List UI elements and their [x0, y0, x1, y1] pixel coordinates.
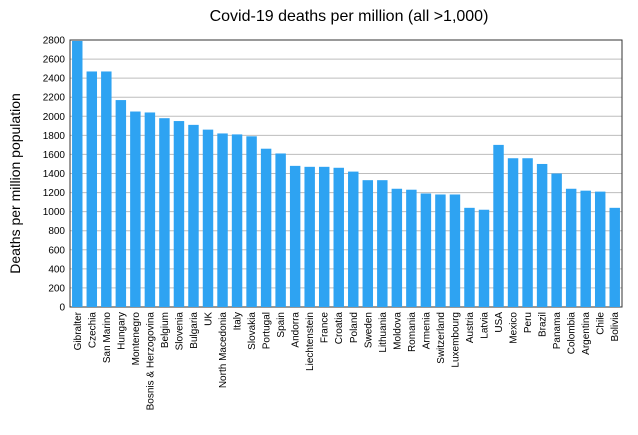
x-tick-label: Belgium: [160, 312, 171, 348]
bar: [304, 166, 315, 307]
y-tick-label: 800: [48, 226, 65, 237]
x-tick-label: Spain: [276, 312, 287, 338]
bar: [420, 193, 432, 307]
x-tick-label: Italy: [233, 312, 244, 330]
bar: [86, 71, 98, 307]
bar: [115, 100, 127, 307]
x-tick-label: Armenia: [421, 312, 432, 350]
x-tick-label: Luxembourg: [450, 312, 461, 368]
x-tick-label: Lithuania: [378, 312, 389, 353]
x-tick-label: UK: [204, 312, 215, 326]
bar: [565, 188, 577, 307]
bar: [464, 207, 475, 307]
y-tick-label: 2000: [43, 112, 66, 123]
x-tick-label: Chile: [596, 312, 607, 335]
y-tick-label: 1600: [43, 150, 66, 161]
bar: [609, 207, 620, 307]
x-tick-label: Croatia: [334, 312, 345, 345]
x-tick-label: Switzerland: [436, 312, 447, 364]
x-tick-label: Moldova: [392, 312, 403, 350]
x-tick-label: Bulgaria: [189, 312, 200, 349]
x-tick-label: Sweden: [363, 312, 374, 348]
y-tick-label: 1800: [43, 131, 66, 142]
y-tick-label: 1400: [43, 169, 66, 180]
x-tick-label: Hungary: [116, 312, 127, 350]
bar: [594, 191, 606, 307]
y-tick-label: 200: [48, 283, 65, 294]
bar: [406, 189, 417, 307]
x-tick-label: France: [320, 312, 331, 344]
bar: [580, 190, 591, 307]
x-tick-label: Romania: [407, 312, 418, 352]
x-tick-label: Slovakia: [247, 312, 258, 350]
bar: [449, 194, 461, 307]
x-tick-label: Mexico: [509, 312, 520, 344]
bar: [130, 111, 141, 308]
y-tick-label: 600: [48, 245, 65, 256]
y-tick-label: 400: [48, 264, 65, 275]
x-tick-label: Brazil: [538, 312, 549, 337]
bar: [478, 209, 490, 307]
bar: [377, 180, 388, 307]
bar: [144, 112, 156, 307]
bar: [72, 40, 83, 307]
bar: [536, 163, 548, 307]
y-tick-label: 2400: [43, 74, 66, 85]
y-tick-label: 0: [59, 303, 65, 314]
bar: [217, 133, 228, 307]
x-tick-label: Liechtenstein: [305, 312, 316, 371]
y-axis-title: Deaths per million population: [7, 93, 23, 274]
bar: [260, 148, 272, 307]
x-tick-label: Montenegro: [131, 312, 142, 366]
bar: [173, 121, 185, 307]
x-tick-label: Czechia: [87, 312, 98, 349]
x-tick-label: Panama: [552, 312, 563, 350]
bar: [522, 158, 533, 307]
bar: [289, 165, 301, 307]
y-tick-label: 2200: [43, 93, 66, 104]
bar: [101, 71, 112, 307]
x-tick-label: Argentina: [581, 312, 592, 355]
bar: [362, 180, 374, 307]
x-tick-label: Poland: [349, 312, 360, 343]
x-tick-label: Andorra: [291, 312, 302, 348]
bar: [231, 134, 243, 307]
x-tick-label: USA: [494, 312, 505, 333]
bar: [551, 173, 562, 307]
bar: [275, 153, 286, 307]
x-tick-label: Gibralter: [73, 311, 84, 350]
x-tick-label: Austria: [465, 312, 476, 344]
bar: [202, 129, 214, 307]
y-tick-label: 2800: [43, 36, 66, 47]
x-tick-label: Slovenia: [174, 312, 185, 351]
y-tick-label: 1000: [43, 207, 66, 218]
bar: [246, 136, 257, 307]
bar: [348, 171, 359, 307]
plot-frame: [69, 39, 623, 308]
x-tick-label: Bosnis & Herzogovina: [145, 312, 156, 411]
bar: [507, 158, 519, 307]
x-tick-label: Peru: [523, 312, 534, 333]
x-tick-label: Colombia: [567, 312, 578, 355]
bar: [159, 118, 170, 307]
x-tick-label: Latvia: [480, 312, 491, 339]
bar: [435, 194, 446, 307]
bar: [318, 166, 330, 307]
bar: [333, 167, 344, 307]
bar: [493, 144, 504, 307]
bar: [188, 124, 199, 307]
bar: [391, 188, 403, 307]
chart-title: Covid-19 deaths per million (all >1,000): [209, 8, 489, 25]
x-tick-label: North Macedonia: [218, 312, 229, 389]
x-tick-label: Bolivia: [610, 312, 621, 342]
x-tick-label: San Marino: [102, 312, 113, 364]
y-tick-label: 2600: [43, 55, 66, 66]
y-tick-label: 1200: [43, 188, 66, 199]
x-tick-label: Portugal: [262, 312, 273, 349]
